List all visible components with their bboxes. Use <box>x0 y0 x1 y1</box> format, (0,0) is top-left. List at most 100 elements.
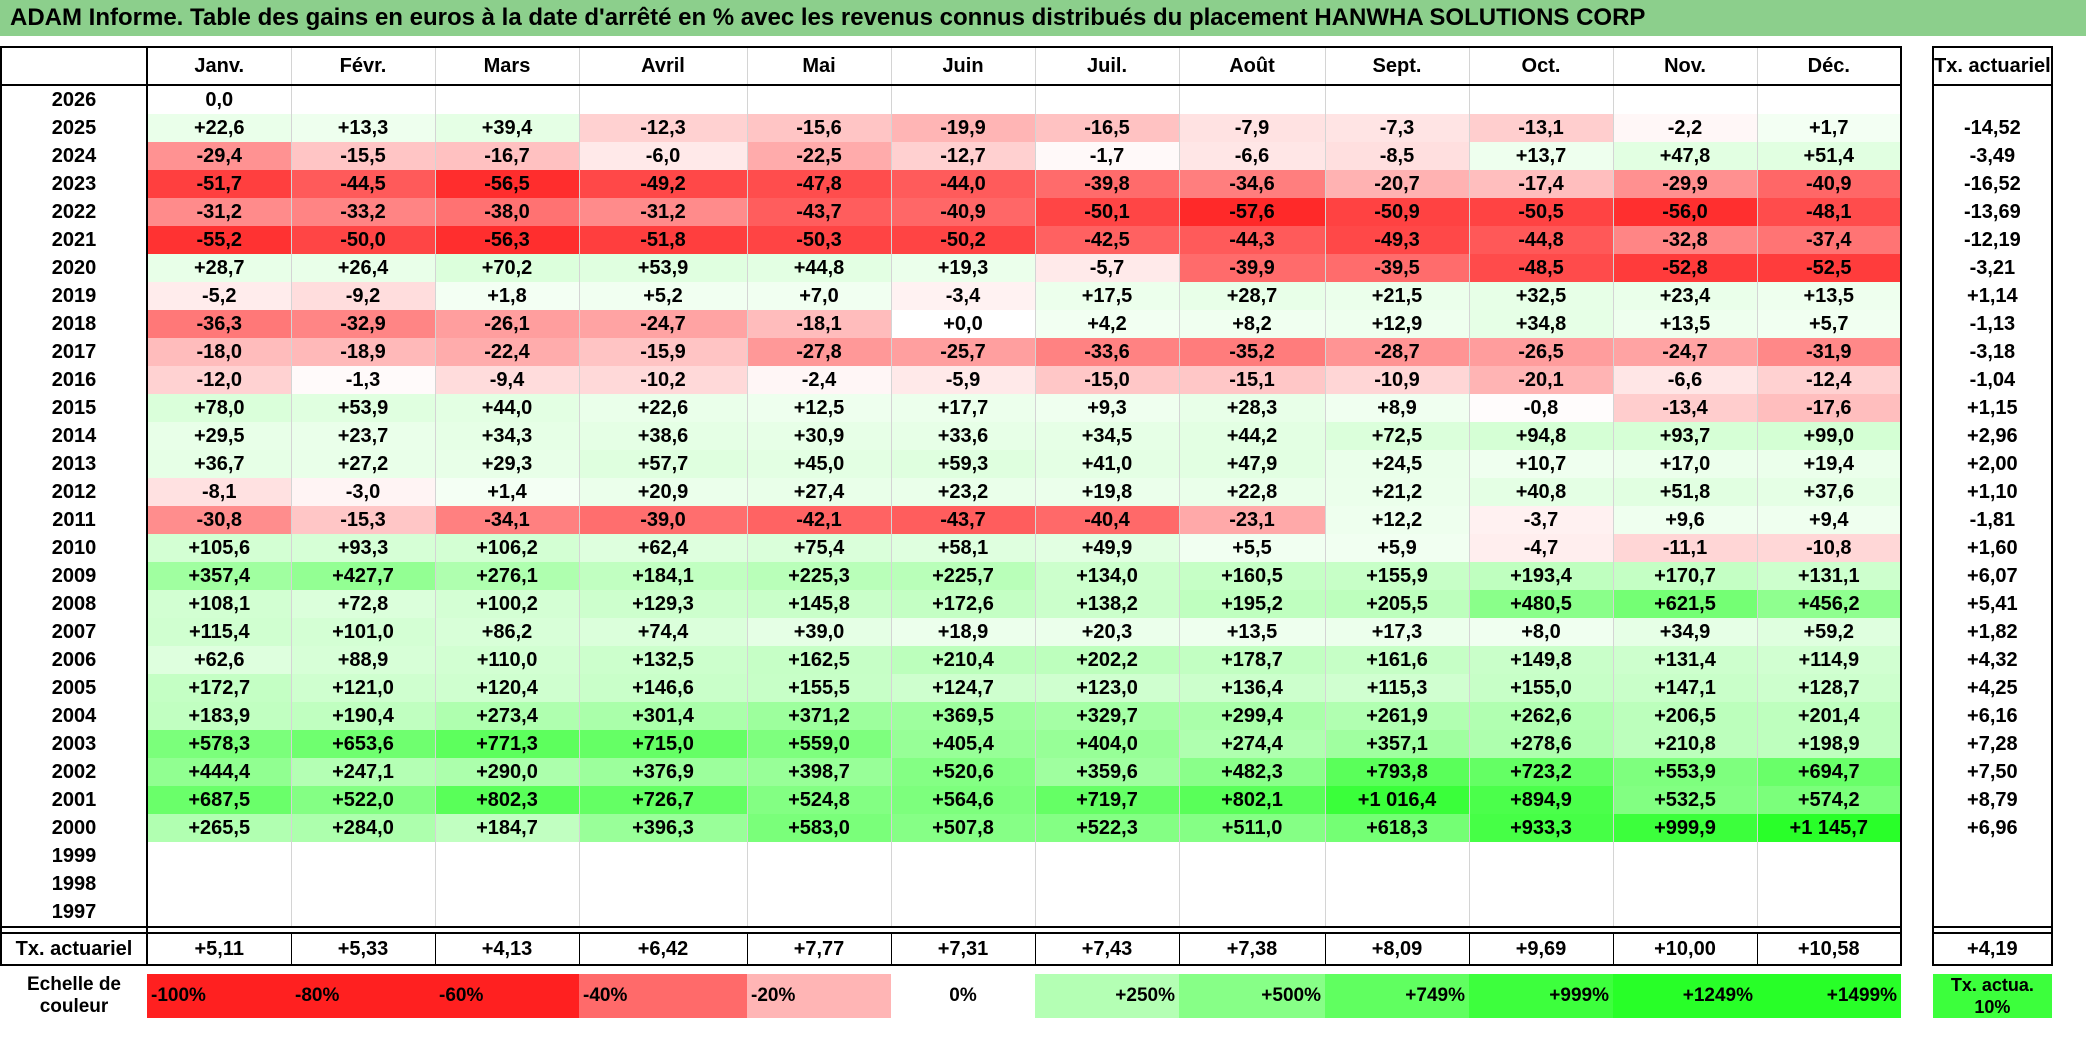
gain-cell: +40,8 <box>1468 478 1613 506</box>
gain-cell: -1,7 <box>1034 142 1179 170</box>
gain-cell: -19,9 <box>890 114 1035 142</box>
actuarial-rate: +5,41 <box>1932 590 2053 618</box>
spacer-cell <box>891 965 1035 974</box>
gain-cell: +195,2 <box>1178 590 1325 618</box>
month-header: Sept. <box>1324 46 1469 86</box>
gain-cell: +30,9 <box>746 422 891 450</box>
year-label: 2007 <box>0 618 148 646</box>
gain-cell: +618,3 <box>1324 814 1469 842</box>
actuarial-rate: -13,69 <box>1932 198 2053 226</box>
gain-cell: +88,9 <box>290 646 435 674</box>
gain-cell: -16,7 <box>434 142 579 170</box>
gain-cell: +74,4 <box>578 618 747 646</box>
gain-cell: +53,9 <box>290 394 435 422</box>
gain-cell: +32,5 <box>1468 282 1613 310</box>
gain-cell: +28,7 <box>1178 282 1325 310</box>
gain-cell: +225,7 <box>890 562 1035 590</box>
table-row: 2014 +29,5 +23,7 +34,3 +38,6 +30,9 +33,6 +34,5 +… <box>0 422 2053 450</box>
gain-cell <box>890 842 1035 870</box>
gain-cell: +359,6 <box>1034 758 1179 786</box>
gain-cell: +9,6 <box>1612 506 1757 534</box>
gain-cell: +771,3 <box>434 730 579 758</box>
gain-cell: +44,2 <box>1178 422 1325 450</box>
gain-cell: -7,3 <box>1324 114 1469 142</box>
gain-cell: -47,8 <box>746 170 891 198</box>
gain-cell: -56,3 <box>434 226 579 254</box>
gain-cell: +329,7 <box>1034 702 1179 730</box>
gain-cell: -34,6 <box>1178 170 1325 198</box>
gain-cell: -17,6 <box>1756 394 1902 422</box>
average-cell: +8,09 <box>1324 932 1469 966</box>
gain-cell: +13,5 <box>1756 282 1902 310</box>
gain-cell: -0,8 <box>1468 394 1613 422</box>
spacer-cell <box>1035 965 1179 974</box>
gain-cell: -39,9 <box>1178 254 1325 282</box>
gain-cell <box>1324 898 1469 928</box>
gain-cell: +72,8 <box>290 590 435 618</box>
gain-cell: -30,8 <box>146 506 291 534</box>
gain-cell: +155,0 <box>1468 674 1613 702</box>
gain-cell: -18,9 <box>290 338 435 366</box>
gain-cell: -38,0 <box>434 198 579 226</box>
gain-cell: -51,7 <box>146 170 291 198</box>
year-label: 2001 <box>0 786 148 814</box>
gain-cell: +9,4 <box>1756 506 1902 534</box>
average-label: Tx. actuariel <box>0 932 148 966</box>
gain-cell: +4,2 <box>1034 310 1179 338</box>
gain-cell: -6,6 <box>1178 142 1325 170</box>
actuarial-rate: -1,81 <box>1932 506 2053 534</box>
legend-swatch: +1499% <box>1757 974 1901 1018</box>
gain-cell: -39,8 <box>1034 170 1179 198</box>
gain-cell: -50,2 <box>890 226 1035 254</box>
actuarial-rate: +1,10 <box>1932 478 2053 506</box>
gain-cell: +20,3 <box>1034 618 1179 646</box>
gain-cell: +726,7 <box>578 786 747 814</box>
gain-cell: -4,7 <box>1468 534 1613 562</box>
gain-cell: -5,2 <box>146 282 291 310</box>
gain-cell <box>146 898 291 928</box>
gain-cell: -36,3 <box>146 310 291 338</box>
spacer-cell <box>147 965 291 974</box>
gain-cell: +723,2 <box>1468 758 1613 786</box>
gain-cell: -52,8 <box>1612 254 1757 282</box>
gain-cell: -48,1 <box>1756 198 1902 226</box>
spacer-cell <box>1757 965 1901 974</box>
spacer-cell <box>747 965 891 974</box>
gain-cell <box>290 842 435 870</box>
gain-cell: -44,5 <box>290 170 435 198</box>
gain-cell: -22,4 <box>434 338 579 366</box>
table-row: 2024 -29,4 -15,5 -16,7 -6,0 -22,5 -12,7 -1,7 -6,… <box>0 142 2053 170</box>
gain-cell: -39,5 <box>1324 254 1469 282</box>
actuarial-rate: -1,04 <box>1932 366 2053 394</box>
legend-actuarial-swatch: Tx. actua. 10% <box>1933 974 2052 1018</box>
actuarial-rate: +1,14 <box>1932 282 2053 310</box>
gain-cell: +802,1 <box>1178 786 1325 814</box>
actuarial-rate: +1,15 <box>1932 394 2053 422</box>
gain-cell: -42,1 <box>746 506 891 534</box>
gain-cell: +29,5 <box>146 422 291 450</box>
gap-cell <box>1901 394 1934 422</box>
gain-cell: -50,9 <box>1324 198 1469 226</box>
gain-cell: -56,5 <box>434 170 579 198</box>
gain-cell <box>146 842 291 870</box>
gain-cell: -39,0 <box>578 506 747 534</box>
gain-cell: -10,2 <box>578 366 747 394</box>
spacer-cell <box>1757 927 1902 933</box>
table-row: 2011 -30,8 -15,3 -34,1 -39,0 -42,1 -43,7 -40,4-… <box>0 506 2053 534</box>
gain-cell: +134,0 <box>1034 562 1179 590</box>
gain-cell <box>1756 898 1902 928</box>
table-row: 2003 +578,3 +653,6 +771,3 +715,0 +559,0 +405,4… <box>0 730 2053 758</box>
year-label: 2009 <box>0 562 148 590</box>
gain-cell: +114,9 <box>1756 646 1902 674</box>
gain-cell <box>578 85 747 114</box>
gain-cell: +522,0 <box>290 786 435 814</box>
gap-cell <box>1901 842 1934 870</box>
gain-cell: +22,8 <box>1178 478 1325 506</box>
gain-cell: +396,3 <box>578 814 747 842</box>
gain-cell: +99,0 <box>1756 422 1902 450</box>
year-label: 2015 <box>0 394 148 422</box>
gain-cell: +183,9 <box>146 702 291 730</box>
average-rate: +4,19 <box>1932 932 2053 966</box>
gain-cell: -40,4 <box>1034 506 1179 534</box>
gain-cell: +53,9 <box>578 254 747 282</box>
